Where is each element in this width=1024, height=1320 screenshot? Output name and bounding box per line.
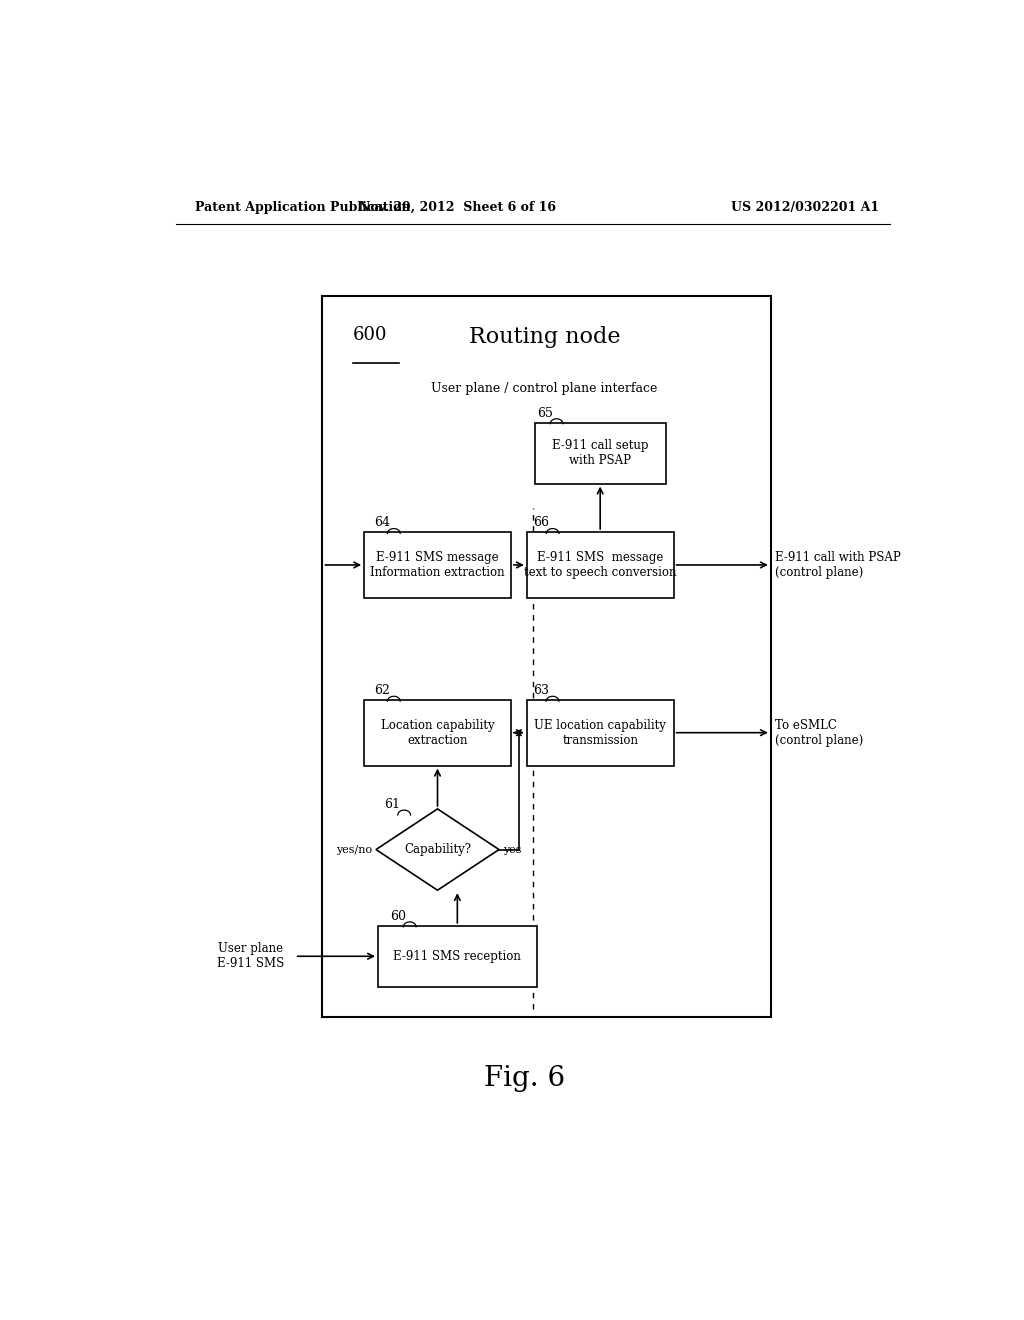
Text: To eSMLC
(control plane): To eSMLC (control plane) [775, 718, 863, 747]
Text: 65: 65 [537, 407, 553, 420]
Text: E-911 SMS  message
text to speech conversion: E-911 SMS message text to speech convers… [524, 550, 677, 579]
Text: E-911 SMS message
Information extraction: E-911 SMS message Information extraction [371, 550, 505, 579]
Text: 61: 61 [384, 797, 400, 810]
Text: Routing node: Routing node [469, 326, 621, 348]
Text: 64: 64 [374, 516, 390, 529]
Text: Location capability
extraction: Location capability extraction [381, 718, 495, 747]
Text: Capability?: Capability? [404, 843, 471, 857]
Text: Nov. 29, 2012  Sheet 6 of 16: Nov. 29, 2012 Sheet 6 of 16 [358, 201, 556, 214]
Text: US 2012/0302201 A1: US 2012/0302201 A1 [731, 201, 880, 214]
Text: 66: 66 [532, 516, 549, 529]
Text: User plane
E-911 SMS: User plane E-911 SMS [217, 942, 285, 970]
Text: Patent Application Publication: Patent Application Publication [196, 201, 411, 214]
Text: 62: 62 [374, 684, 390, 697]
Bar [323, 296, 771, 1018]
Polygon shape [376, 809, 499, 890]
Text: User plane / control plane interface: User plane / control plane interface [431, 381, 657, 395]
Text: Fig. 6: Fig. 6 [484, 1065, 565, 1092]
Bar [535, 422, 666, 483]
Text: E-911 call setup
with PSAP: E-911 call setup with PSAP [552, 440, 648, 467]
Bar [526, 532, 674, 598]
Text: E-911 call with PSAP
(control plane): E-911 call with PSAP (control plane) [775, 550, 900, 579]
Bar [378, 925, 537, 987]
Text: 63: 63 [532, 684, 549, 697]
Bar [365, 700, 511, 766]
Text: 60: 60 [390, 909, 406, 923]
Text: E-911 SMS reception: E-911 SMS reception [393, 950, 521, 962]
Bar [526, 700, 674, 766]
Text: 600: 600 [352, 326, 387, 345]
Text: yes: yes [503, 845, 521, 854]
Text: yes/no: yes/no [336, 845, 372, 854]
Text: UE location capability
transmission: UE location capability transmission [535, 718, 667, 747]
Bar [365, 532, 511, 598]
